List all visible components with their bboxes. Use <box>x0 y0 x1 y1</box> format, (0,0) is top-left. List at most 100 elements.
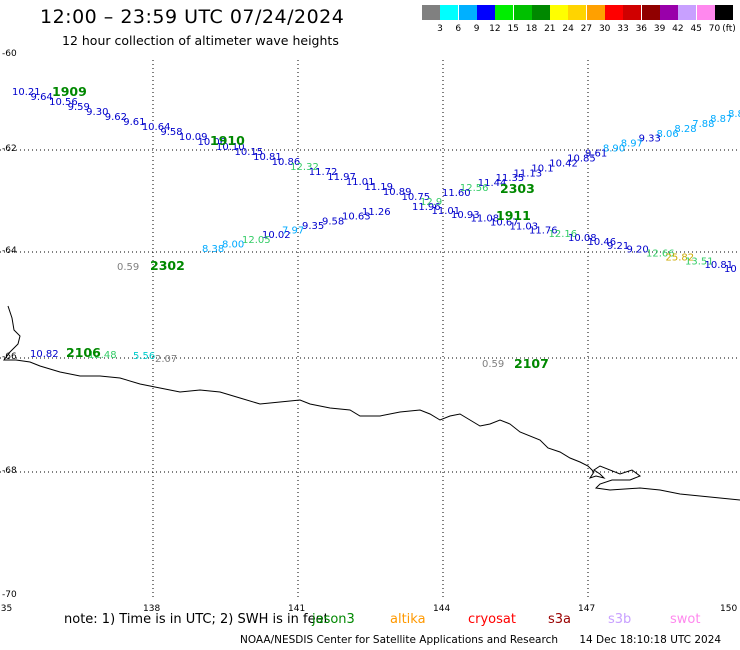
mission-label-jason3: jason3 <box>312 612 355 627</box>
lon-label: 144 <box>433 604 451 614</box>
track-1909-reading: 10.86 <box>272 157 301 168</box>
track-1911-reading: 9.20 <box>627 245 649 256</box>
legend-swatch <box>714 5 733 20</box>
legend-swatch <box>458 5 477 20</box>
legend-swatch <box>422 5 440 20</box>
lat-label: -62 <box>2 144 17 154</box>
track-2302-reading: 11.26 <box>362 207 391 218</box>
track-1909-reading: 11.19 <box>364 182 393 193</box>
track-1909-reading: 10.81 <box>253 152 282 163</box>
track-2302-reading: 12.05 <box>242 235 271 246</box>
legend-swatch <box>476 5 495 20</box>
legend-swatch <box>696 5 715 20</box>
track-1909-reading: 9.58 <box>160 127 182 138</box>
lon-label: 147 <box>578 604 596 614</box>
credit-timestamp: 14 Dec 18:10:18 UTC 2024 <box>579 634 722 646</box>
mission-label-altika: altika <box>390 612 426 627</box>
legend-label: 15 <box>507 24 519 34</box>
track-1911-reading: 10.81 <box>705 260 734 271</box>
track-2303-reading: 11.13 <box>514 168 543 179</box>
track-2302-reading: 8.00 <box>222 239 244 250</box>
track-1911-reading: 10.46 <box>588 237 617 248</box>
track-1911-reading: 10.93 <box>451 210 480 221</box>
track-2106-reading: 2.07 <box>155 354 177 365</box>
track-2302-reading: 10.63 <box>342 212 371 223</box>
legend-label: 24 <box>562 24 574 34</box>
track-1909-reading: 9.30 <box>86 107 108 118</box>
legend-label: 9 <box>473 24 480 34</box>
track-2302-reading: 8.38 <box>202 244 224 255</box>
track-1911-reading: 10.08 <box>568 233 597 244</box>
gridlines <box>0 60 740 600</box>
legend-label: 45 <box>690 24 702 34</box>
track-2302-reading: 7.97 <box>282 226 304 237</box>
track-1909-reading: 10.21 <box>12 87 41 98</box>
legend-swatch <box>641 5 660 20</box>
legend-label: 33 <box>617 24 629 34</box>
legend-swatch <box>550 5 569 20</box>
legend-swatch <box>605 5 623 20</box>
track-1911-reading: 10.67 <box>490 218 519 229</box>
lon-label: 135 <box>0 604 13 614</box>
track-2106-reading: 5.56 <box>133 351 155 362</box>
track-2302-time-label: 2302 <box>150 258 185 273</box>
track-1911-reading: 11.08 <box>471 214 500 225</box>
track-1909-reading: 9.61 <box>123 117 145 128</box>
footer-note: note: 1) Time is in UTC; 2) SWH is in fe… <box>64 612 329 627</box>
track-2303-reading: 8.28 <box>674 124 696 135</box>
legend-swatch <box>495 5 514 20</box>
track-2303-reading: 10.42 <box>549 158 578 169</box>
track-2303-reading: 9.61 <box>585 149 607 160</box>
track-2303-reading: 8.87 <box>710 114 732 125</box>
track-2107-isolated-reading: 0.59 <box>482 359 504 370</box>
track-1911-reading: 10 <box>724 264 737 275</box>
legend-label: 39 <box>653 24 666 34</box>
mission-label-s3b: s3b <box>608 612 632 627</box>
legend-swatch <box>568 5 587 20</box>
legend-label: 27 <box>580 24 593 34</box>
legend-label: 18 <box>525 24 538 34</box>
footer-credit: NOAA/NESDIS Center for Satellite Applica… <box>240 634 721 646</box>
legend-label: 6 <box>455 24 462 34</box>
legend-label: 36 <box>635 24 648 34</box>
map-title: 12:00 – 23:59 UTC 07/24/2024 <box>40 6 345 28</box>
lat-label: -60 <box>2 49 17 59</box>
track-1909-reading: 11.01 <box>346 177 375 188</box>
track-2303-reading: 11.44 <box>478 178 507 189</box>
track-1909-reading: 10.64 <box>142 122 171 133</box>
track-1909-reading: 9.64 <box>31 92 53 103</box>
track-2303-reading: 11.35 <box>496 173 525 184</box>
legend-label: 3 <box>437 24 443 34</box>
legend-swatch <box>678 5 697 20</box>
mission-label-cryosat: cryosat <box>468 612 516 627</box>
track-1909-reading: 10.15 <box>235 147 264 158</box>
track-1911-reading: 9.21 <box>607 241 629 252</box>
track-1911-reading: 11.01 <box>432 206 461 217</box>
coastline <box>3 305 740 501</box>
track-2303-time-label: 2303 <box>500 181 535 196</box>
track-2303-reading: 8.90 <box>603 144 625 155</box>
legend-label: 42 <box>672 24 684 34</box>
legend-swatch <box>531 5 550 20</box>
track-1911-reading: 12.66 <box>646 249 675 260</box>
legend-swatch <box>623 5 642 20</box>
track-1911-reading: 12.16 <box>549 229 578 240</box>
mission-label-s3a: s3a <box>548 612 572 627</box>
coastline-west <box>3 305 740 501</box>
track-2303-reading: 10.1 <box>531 163 553 174</box>
track-1909-reading: 12.9 <box>420 197 442 208</box>
legend-swatch <box>659 5 678 20</box>
tracks: 10.219.6410.569.599.309.629.6110.649.581… <box>12 84 740 371</box>
legend-swatch <box>586 5 605 20</box>
track-1911-reading: 11.03 <box>510 221 539 232</box>
mission-label-swot: swot <box>670 612 701 627</box>
track-1910-time-label: 1910 <box>210 133 245 148</box>
lon-label: 150 <box>720 604 738 614</box>
legend-unit: (ft) <box>722 24 736 34</box>
track-1911-reading: 13.51 <box>685 256 714 267</box>
track-2302-isolated-reading: 0.59 <box>117 262 139 273</box>
track-2106-time-label: 2106 <box>66 345 101 360</box>
lon-label: 141 <box>288 604 306 614</box>
track-1909-reading: 11.97 <box>327 172 356 183</box>
